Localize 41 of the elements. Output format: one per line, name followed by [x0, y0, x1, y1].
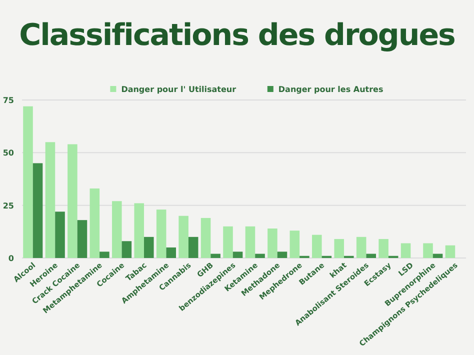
bar [45, 142, 56, 258]
bar [32, 163, 43, 258]
bar [432, 254, 443, 258]
bar [122, 241, 132, 258]
bar [277, 252, 288, 258]
bar [200, 218, 211, 258]
legend-label: Danger pour l' Utilisateur [121, 85, 236, 94]
bar [23, 106, 33, 258]
y-tick-label: 50 [2, 148, 14, 158]
bar [166, 247, 176, 258]
legend-label: Danger pour les Autres [278, 85, 384, 94]
bar [356, 236, 366, 258]
bar [255, 254, 265, 258]
bar [400, 243, 411, 258]
bar [290, 230, 300, 258]
bar [312, 234, 322, 258]
bar [423, 243, 433, 258]
bar [77, 220, 88, 258]
bar [144, 236, 154, 258]
y-tick-label: 25 [2, 201, 14, 210]
bar [378, 239, 388, 258]
bar [232, 252, 243, 258]
bar [112, 201, 122, 258]
bar [55, 212, 65, 258]
bar [210, 254, 220, 258]
bar [156, 210, 166, 258]
bar [245, 226, 256, 258]
y-tick-label: 0 [8, 254, 14, 263]
y-tick-label: 75 [2, 96, 14, 105]
bar [223, 226, 233, 258]
bar [90, 188, 100, 258]
chart-title: Classifications des drogues [19, 18, 456, 53]
bar [188, 236, 198, 258]
bar [268, 228, 278, 258]
bar [366, 254, 376, 258]
bar [445, 245, 456, 258]
bar [178, 216, 188, 258]
bar [134, 203, 144, 258]
bar [100, 252, 110, 258]
bar [334, 239, 344, 258]
bar [68, 144, 78, 258]
